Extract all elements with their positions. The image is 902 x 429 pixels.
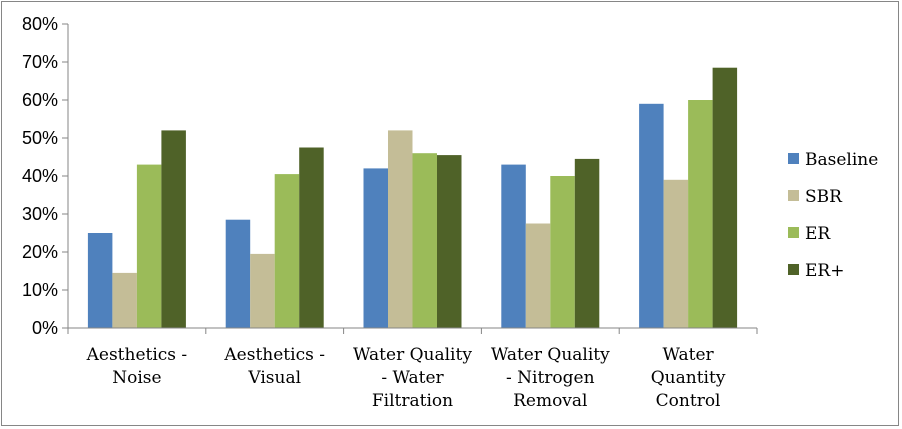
bar-baseline-2	[225, 219, 251, 328]
bar-sbr-1	[112, 272, 137, 328]
bar-sbr-2	[250, 253, 275, 328]
bar-er-4	[550, 176, 575, 328]
axes	[67, 24, 758, 334]
bar-er--5	[712, 67, 738, 328]
y-axis-ticks: 0% 10% 20% 30% 40% 50% 60% 70% 80%	[22, 14, 68, 338]
bar-er--1	[161, 130, 186, 328]
y-tick-label: 30%	[22, 204, 58, 224]
legend-swatch	[788, 227, 799, 238]
bar-baseline-3	[363, 168, 388, 328]
bars	[87, 67, 738, 328]
bar-er-5	[688, 100, 713, 328]
x-axis-labels: Aesthetics -Noise Aesthetics -Visual Water…	[86, 345, 726, 411]
legend-label: SBR	[805, 187, 843, 207]
y-tick-label: 80%	[22, 14, 58, 34]
bar-baseline-1	[87, 233, 113, 328]
y-tick-label: 50%	[22, 128, 58, 148]
legend-label: Baseline	[805, 150, 878, 170]
x-category-label: Aesthetics -Visual	[223, 345, 325, 388]
legend: Baseline SBR ER ER+	[788, 150, 878, 281]
legend-swatch	[788, 153, 799, 164]
legend-label: ER+	[805, 261, 844, 281]
legend-swatch	[788, 190, 799, 201]
x-category-label: Water Quality - Water Filtration	[353, 345, 472, 411]
x-category-label: Water Quality - Nitrogen Removal	[491, 345, 610, 411]
bar-er--3	[437, 155, 462, 328]
y-tick-label: 70%	[22, 52, 58, 72]
x-category-label: Aesthetics -Noise	[86, 345, 188, 388]
bar-baseline-4	[501, 164, 526, 328]
bar-er--2	[299, 147, 324, 328]
bar-sbr-3	[388, 130, 413, 328]
bar-er-3	[412, 153, 437, 328]
bar-er-2	[274, 174, 300, 328]
bar-sbr-5	[663, 179, 689, 328]
x-category-label: Water Quantity Control	[651, 345, 726, 411]
bar-sbr-4	[525, 223, 551, 328]
bar-er-1	[136, 164, 162, 328]
y-tick-label: 10%	[22, 280, 58, 300]
legend-swatch	[788, 264, 799, 275]
bar-baseline-5	[639, 103, 664, 328]
y-tick-label: 0%	[32, 318, 58, 338]
legend-label: ER	[805, 224, 831, 244]
y-tick-label: 20%	[22, 242, 58, 262]
bar-er--4	[574, 158, 600, 328]
y-tick-label: 40%	[22, 166, 58, 186]
y-tick-label: 60%	[22, 90, 58, 110]
